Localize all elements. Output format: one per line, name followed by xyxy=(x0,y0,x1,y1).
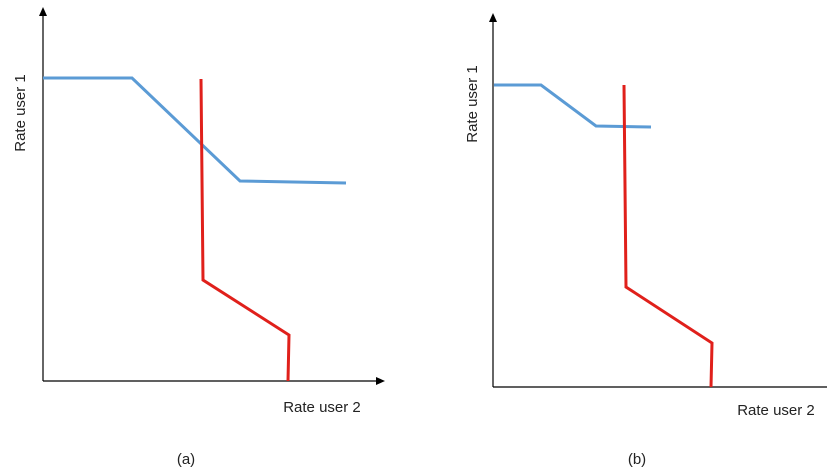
panel-b-user1-curve xyxy=(494,83,652,129)
panel-a-user2-curve xyxy=(199,78,291,382)
panel-b-y-axis-title: Rate user 1 xyxy=(464,65,481,143)
panel-a-y-axis-arrow xyxy=(39,7,47,16)
panel-a-y-axis-title: Rate user 1 xyxy=(12,74,29,152)
panel-a-axes xyxy=(39,7,385,385)
panel-b-x-axis-title: Rate user 2 xyxy=(737,402,815,419)
panel-b-user2-curve xyxy=(622,84,714,388)
panel-a-x-axis-arrow xyxy=(376,377,385,385)
panel-a-label: (a) xyxy=(177,451,195,468)
panel-a-user1-curve xyxy=(43,76,347,185)
panel-a: Rate user 1 Rate user 2 (a) xyxy=(12,7,385,468)
panel-b-label: (b) xyxy=(628,451,646,468)
panel-a-x-axis-title: Rate user 2 xyxy=(283,399,361,416)
panel-b-y-axis-arrow xyxy=(489,13,497,22)
panel-b-axes xyxy=(489,13,827,388)
panel-b: Rate user 1 Rate user 2 (b) xyxy=(464,13,827,468)
